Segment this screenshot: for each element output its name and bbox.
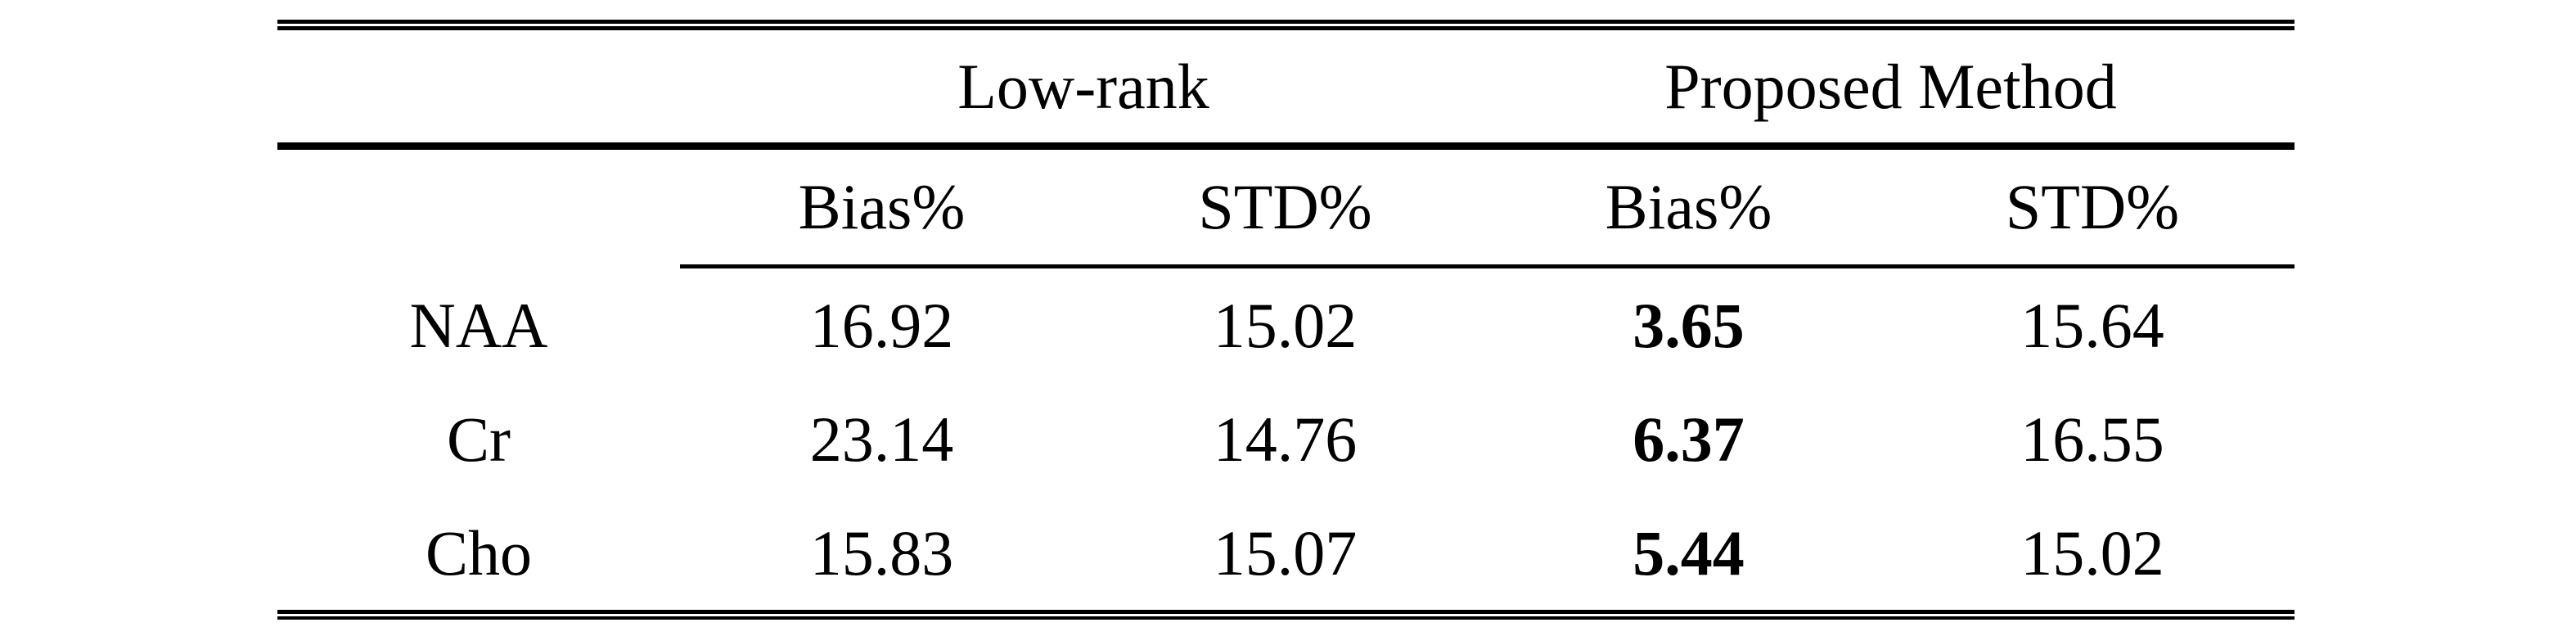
cell-naa-lowrank-std: 15.02 <box>1213 289 1358 361</box>
row-label-cho: Cho <box>425 516 533 589</box>
column-group-header-row: Low-rank Proposed Method <box>277 30 2295 142</box>
subheader-proposed-bias: Bias% <box>1605 171 1772 242</box>
cell-naa-proposed-std: 15.64 <box>2020 289 2164 361</box>
group-header-low-rank: Low-rank <box>957 50 1209 122</box>
header-separator-rule <box>277 142 2295 150</box>
cell-naa-lowrank-bias: 16.92 <box>809 289 954 361</box>
table-row-naa: NAA 16.92 15.02 3.65 15.64 <box>277 268 2295 382</box>
row-label-cr: Cr <box>447 403 511 475</box>
cell-cho-proposed-std: 15.02 <box>2020 516 2164 589</box>
top-double-rule <box>277 20 2295 30</box>
subheader-proposed-std: STD% <box>2005 171 2180 242</box>
cell-cr-proposed-std: 16.55 <box>2020 403 2164 475</box>
corner-empty-cell <box>277 30 680 142</box>
row-label-naa: NAA <box>409 289 548 361</box>
table-row-cr: Cr 23.14 14.76 6.37 16.55 <box>277 382 2295 496</box>
cell-cr-lowrank-std: 14.76 <box>1213 403 1358 475</box>
cell-cho-proposed-bias: 5.44 <box>1633 516 1745 589</box>
subheader-row: Bias% STD% Bias% STD% <box>277 150 2295 264</box>
cell-cho-lowrank-bias: 15.83 <box>809 516 954 589</box>
group-header-proposed-method: Proposed Method <box>1664 50 2117 122</box>
subheader-lowrank-std: STD% <box>1198 171 1372 242</box>
subheader-empty-cell <box>277 150 680 264</box>
cell-naa-proposed-bias: 3.65 <box>1633 289 1745 361</box>
cell-cr-proposed-bias: 6.37 <box>1633 403 1745 475</box>
subheader-partial-rule <box>680 264 2295 268</box>
subheader-lowrank-bias: Bias% <box>798 171 966 242</box>
cell-cr-lowrank-bias: 23.14 <box>809 403 954 475</box>
results-table: Low-rank Proposed Method Bias% STD% Bias… <box>277 20 2295 620</box>
bottom-double-rule <box>277 610 2295 620</box>
table-row-cho: Cho 15.83 15.07 5.44 15.02 <box>277 496 2295 610</box>
cell-cho-lowrank-std: 15.07 <box>1213 516 1358 589</box>
